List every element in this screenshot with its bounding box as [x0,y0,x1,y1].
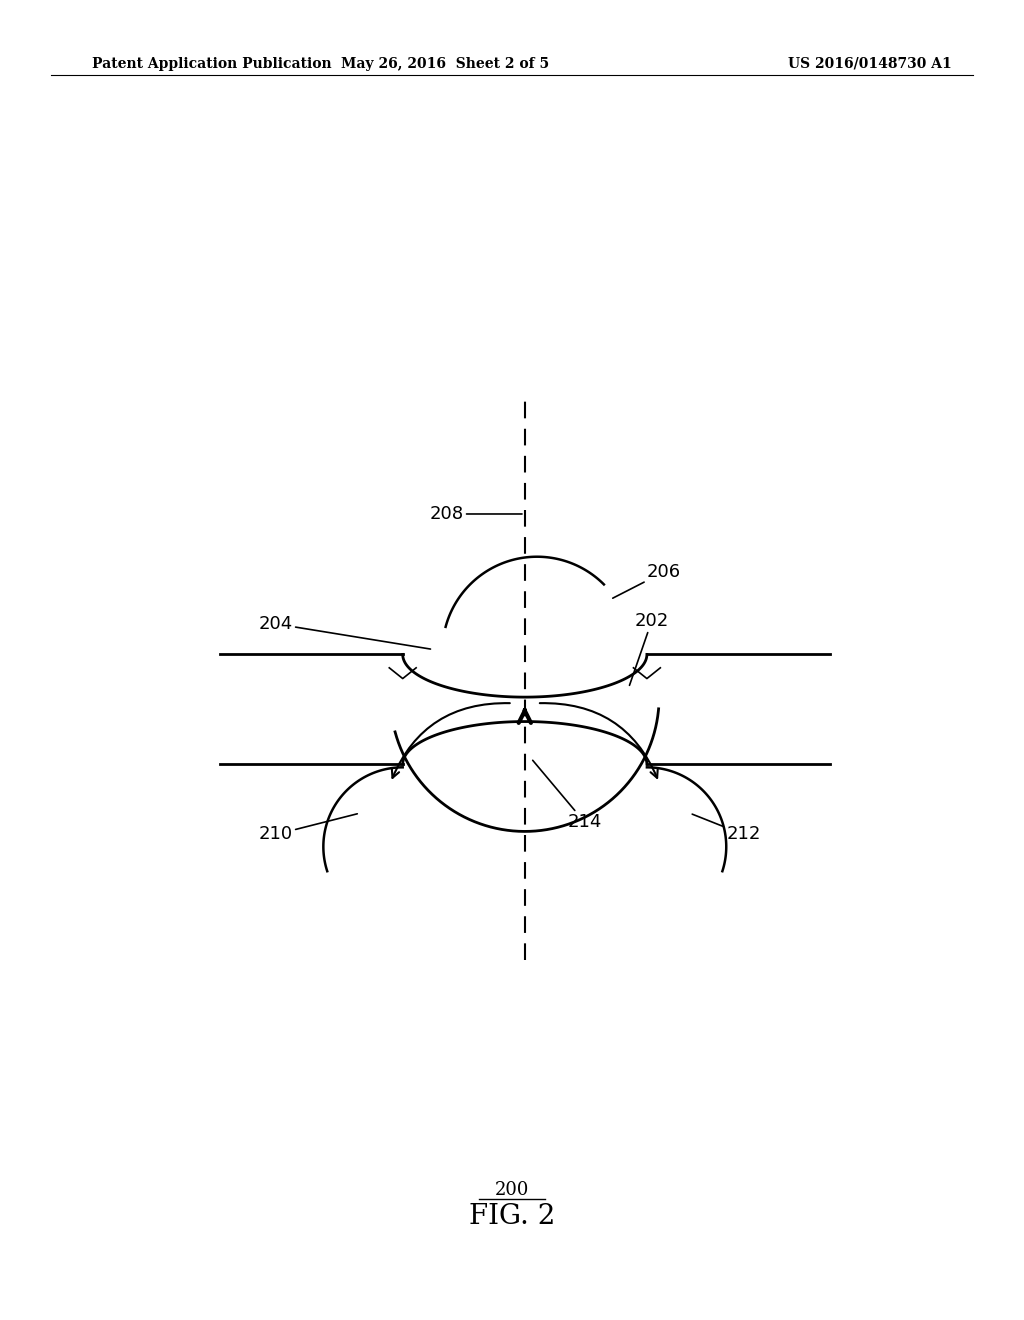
Text: Patent Application Publication: Patent Application Publication [92,57,332,71]
Text: 206: 206 [612,562,681,598]
Text: 212: 212 [692,814,761,843]
Text: 202: 202 [630,611,669,685]
Text: US 2016/0148730 A1: US 2016/0148730 A1 [788,57,952,71]
Text: 210: 210 [259,814,357,843]
Text: 204: 204 [259,615,430,649]
Text: 208: 208 [430,506,522,523]
Text: FIG. 2: FIG. 2 [469,1204,555,1230]
Text: 214: 214 [532,760,602,832]
Text: 200: 200 [495,1180,529,1199]
Text: May 26, 2016  Sheet 2 of 5: May 26, 2016 Sheet 2 of 5 [341,57,550,71]
